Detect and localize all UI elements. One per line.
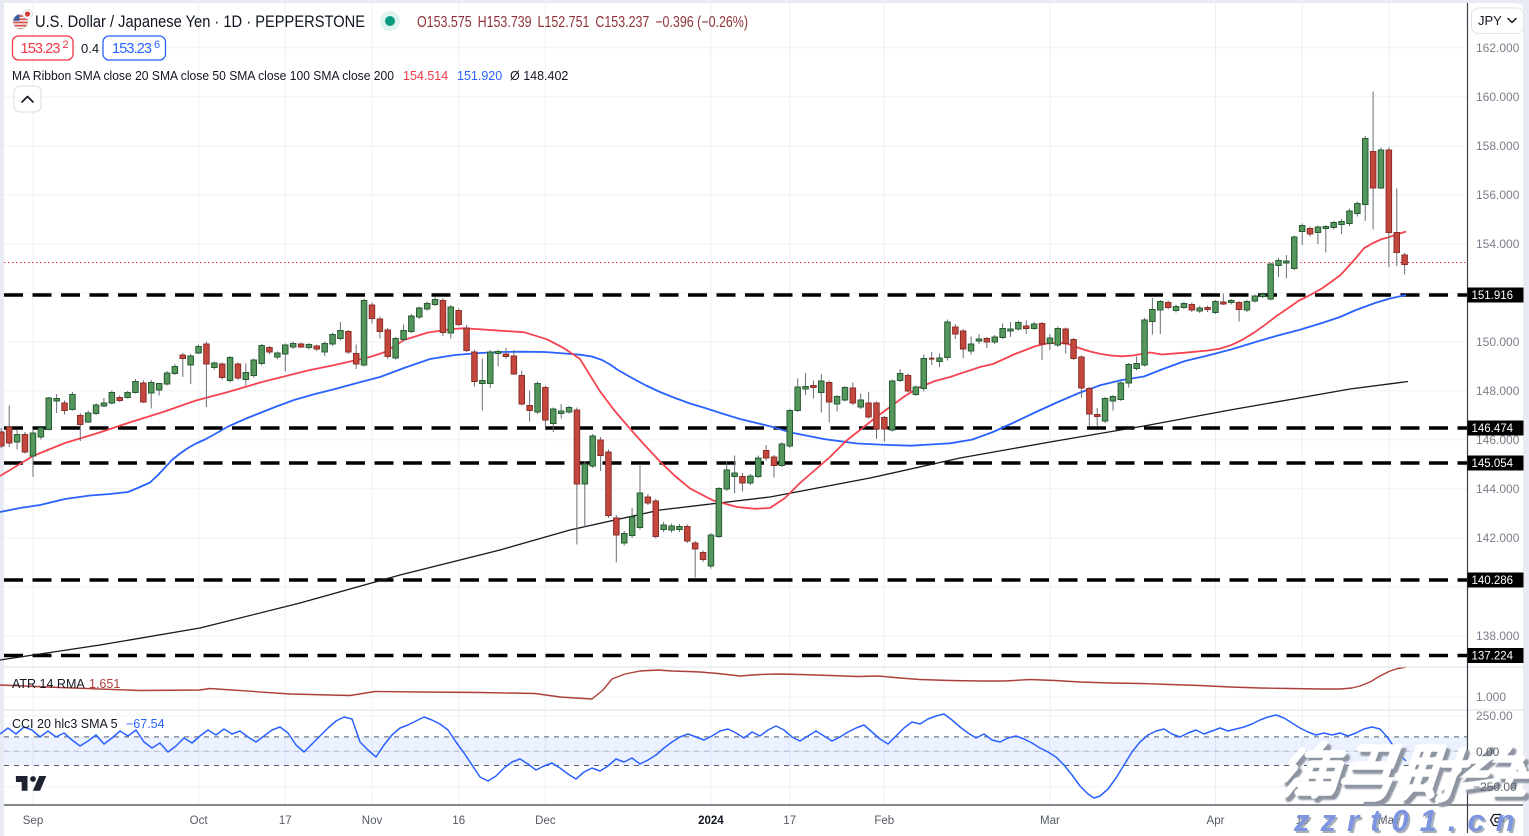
svg-text:160.000: 160.000 — [1476, 90, 1520, 104]
svg-text:O153.575 H153.739 L152.751: O153.575 H153.739 L152.751 C153.237 −0.3… — [417, 14, 748, 31]
svg-text:CCI 20 hlc3 SMA 5: CCI 20 hlc3 SMA 5 — [12, 717, 118, 731]
svg-text:142.000: 142.000 — [1476, 531, 1520, 545]
svg-text:1.000: 1.000 — [1476, 690, 1506, 704]
svg-text:Feb: Feb — [874, 815, 894, 827]
svg-text:146.474: 146.474 — [1472, 423, 1514, 435]
svg-text:151.920: 151.920 — [457, 69, 502, 83]
svg-text:1.651: 1.651 — [89, 677, 120, 691]
svg-text:MA Ribbon SMA close 20 SMA clo: MA Ribbon SMA close 20 SMA close 50 SMA … — [12, 69, 394, 83]
svg-text:2024: 2024 — [698, 815, 724, 827]
svg-text:154.000: 154.000 — [1476, 237, 1520, 251]
svg-text:−67.54: −67.54 — [126, 717, 165, 731]
svg-text:U.S. Dollar / Japanese Yen · 1: U.S. Dollar / Japanese Yen · 1D · PEPPER… — [35, 13, 365, 31]
svg-text:Oct: Oct — [190, 815, 209, 827]
svg-text:16: 16 — [452, 815, 465, 827]
svg-text:2: 2 — [63, 39, 69, 51]
svg-text:Sep: Sep — [23, 815, 43, 827]
svg-text:Mar: Mar — [1040, 815, 1060, 827]
svg-text:zzrt01.cn: zzrt01.cn — [1295, 805, 1528, 836]
svg-text:153.23: 153.23 — [112, 41, 152, 57]
svg-text:17: 17 — [279, 815, 292, 827]
svg-text:156.000: 156.000 — [1476, 188, 1520, 202]
svg-text:138.000: 138.000 — [1476, 629, 1520, 643]
svg-text:Dec: Dec — [535, 815, 556, 827]
svg-text:153.23: 153.23 — [21, 41, 61, 57]
svg-text:zzrt01.cn: zzrt01.cn — [1293, 803, 1526, 836]
svg-text:158.000: 158.000 — [1476, 139, 1520, 153]
svg-text:146.000: 146.000 — [1476, 433, 1520, 447]
svg-text:162.000: 162.000 — [1476, 41, 1520, 55]
svg-text:Nov: Nov — [362, 815, 383, 827]
svg-text:154.514: 154.514 — [403, 69, 448, 83]
svg-text:151.916: 151.916 — [1472, 290, 1514, 302]
svg-text:140.286: 140.286 — [1472, 575, 1514, 587]
svg-text:150.000: 150.000 — [1476, 335, 1520, 349]
svg-text:May: May — [1378, 815, 1400, 827]
svg-text:250.00: 250.00 — [1476, 709, 1513, 723]
svg-text:16: 16 — [1296, 815, 1309, 827]
svg-text:0.4: 0.4 — [81, 41, 99, 56]
svg-text:145.054: 145.054 — [1472, 458, 1514, 470]
svg-text:17: 17 — [783, 815, 796, 827]
svg-text:6: 6 — [154, 39, 160, 51]
svg-text:0.00: 0.00 — [1476, 745, 1500, 759]
svg-text:Apr: Apr — [1207, 815, 1225, 827]
svg-text:JPY: JPY — [1478, 13, 1502, 28]
svg-text:144.000: 144.000 — [1476, 482, 1520, 496]
svg-text:148.000: 148.000 — [1476, 384, 1520, 398]
svg-text:Ø 148.402: Ø 148.402 — [510, 69, 568, 83]
svg-text:137.224: 137.224 — [1472, 651, 1514, 663]
svg-text:ATR 14 RMA: ATR 14 RMA — [12, 677, 85, 691]
svg-text:−250.00: −250.00 — [1473, 780, 1517, 794]
